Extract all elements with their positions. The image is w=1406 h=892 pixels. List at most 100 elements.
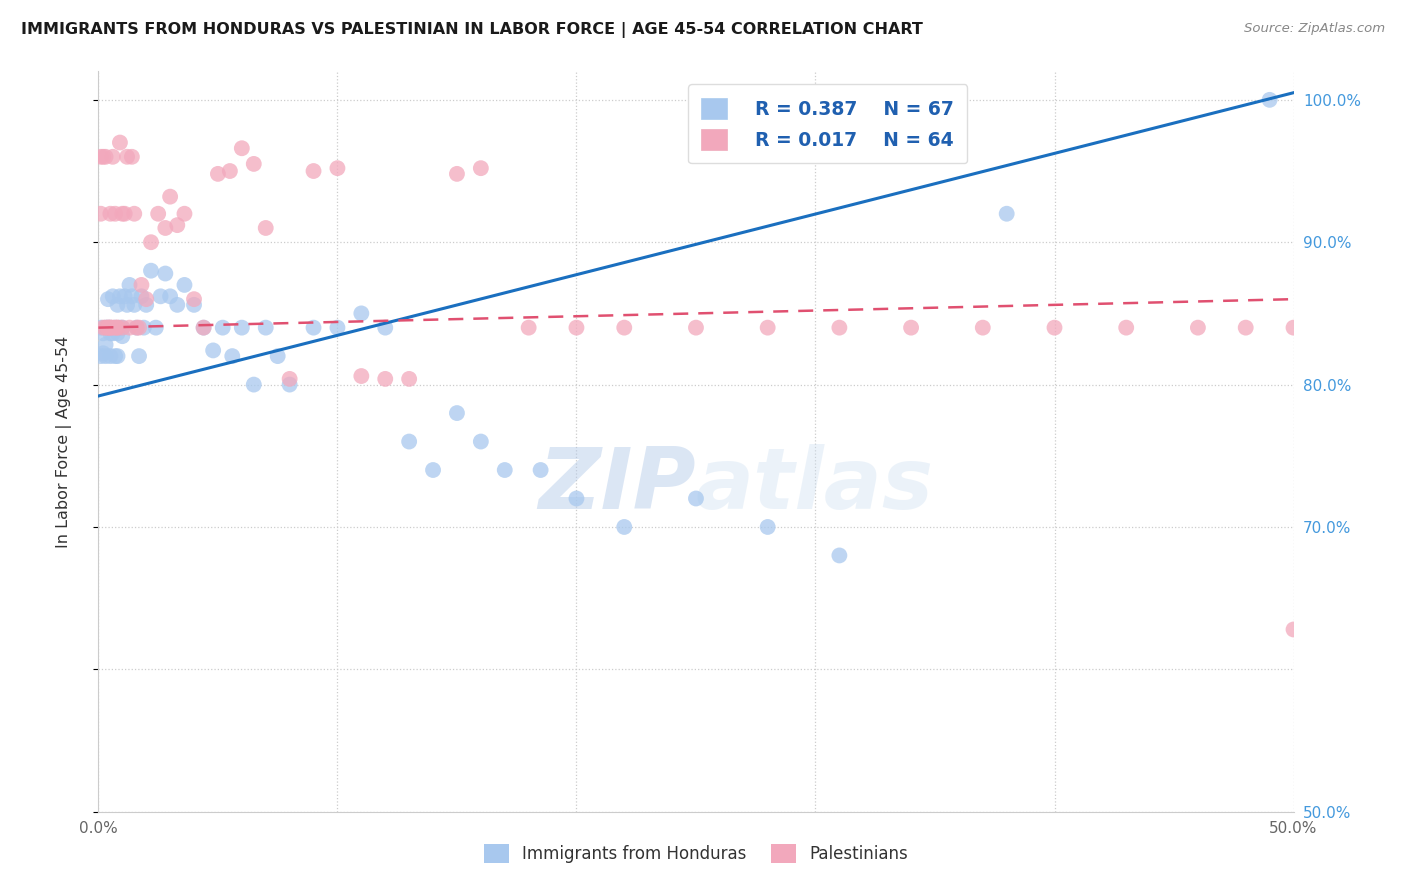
Point bbox=[613, 320, 636, 334]
Point bbox=[166, 218, 188, 232]
Point bbox=[101, 289, 124, 303]
Point bbox=[828, 549, 851, 563]
Point bbox=[107, 349, 129, 363]
Point bbox=[114, 289, 136, 303]
Point bbox=[398, 372, 420, 386]
Point bbox=[756, 520, 779, 534]
Point bbox=[1234, 320, 1257, 334]
Point bbox=[91, 150, 114, 164]
Point bbox=[131, 277, 153, 292]
Point bbox=[101, 320, 124, 334]
Point bbox=[202, 343, 225, 358]
Point bbox=[139, 235, 162, 250]
Point bbox=[98, 320, 122, 334]
Point bbox=[98, 207, 122, 221]
Point bbox=[97, 320, 120, 334]
Point bbox=[1187, 320, 1209, 334]
Point bbox=[243, 157, 266, 171]
Point bbox=[350, 369, 373, 384]
Point bbox=[125, 320, 148, 334]
Point bbox=[159, 189, 181, 203]
Point bbox=[166, 298, 188, 312]
Point bbox=[173, 207, 195, 221]
Legend: Immigrants from Honduras, Palestinians: Immigrants from Honduras, Palestinians bbox=[477, 838, 915, 870]
Point bbox=[97, 320, 120, 334]
Point bbox=[139, 263, 162, 277]
Point bbox=[565, 320, 588, 334]
Point bbox=[613, 520, 636, 534]
Point bbox=[398, 434, 420, 449]
Point bbox=[1115, 320, 1137, 334]
Point bbox=[111, 207, 134, 221]
Point bbox=[104, 207, 127, 221]
Point bbox=[97, 320, 120, 334]
Point bbox=[302, 320, 325, 334]
Point bbox=[326, 320, 349, 334]
Point bbox=[118, 277, 141, 292]
Point bbox=[107, 320, 129, 334]
Point bbox=[302, 164, 325, 178]
Point bbox=[128, 320, 150, 334]
Point bbox=[183, 292, 205, 306]
Point bbox=[155, 267, 177, 281]
Point bbox=[131, 289, 153, 303]
Point bbox=[90, 207, 112, 221]
Point bbox=[1282, 623, 1305, 637]
Point bbox=[565, 491, 588, 506]
Point bbox=[267, 349, 290, 363]
Point bbox=[118, 320, 141, 334]
Point bbox=[1043, 320, 1066, 334]
Text: Source: ZipAtlas.com: Source: ZipAtlas.com bbox=[1244, 22, 1385, 36]
Point bbox=[326, 161, 349, 176]
Point bbox=[94, 150, 117, 164]
Point bbox=[90, 349, 112, 363]
Text: IMMIGRANTS FROM HONDURAS VS PALESTINIAN IN LABOR FORCE | AGE 45-54 CORRELATION C: IMMIGRANTS FROM HONDURAS VS PALESTINIAN … bbox=[21, 22, 922, 38]
Point bbox=[104, 349, 127, 363]
Point bbox=[107, 326, 129, 341]
Point bbox=[107, 298, 129, 312]
Point bbox=[155, 221, 177, 235]
Point bbox=[132, 320, 155, 334]
Point bbox=[446, 167, 468, 181]
Point bbox=[97, 292, 120, 306]
Point bbox=[94, 349, 117, 363]
Point bbox=[107, 320, 129, 334]
Point bbox=[98, 326, 122, 341]
Point bbox=[231, 141, 253, 155]
Point bbox=[94, 337, 117, 351]
Point bbox=[530, 463, 553, 477]
Point bbox=[374, 372, 396, 386]
Point bbox=[101, 150, 124, 164]
Point bbox=[124, 207, 146, 221]
Point bbox=[278, 372, 301, 386]
Point bbox=[115, 150, 138, 164]
Point bbox=[94, 320, 117, 334]
Point bbox=[350, 306, 373, 320]
Point bbox=[91, 320, 114, 334]
Point bbox=[278, 377, 301, 392]
Point bbox=[98, 320, 122, 334]
Point bbox=[121, 289, 143, 303]
Point bbox=[91, 326, 114, 341]
Point bbox=[111, 320, 134, 334]
Point bbox=[145, 320, 167, 334]
Point bbox=[193, 320, 215, 334]
Point bbox=[101, 326, 124, 341]
Point bbox=[91, 346, 114, 360]
Point bbox=[115, 298, 138, 312]
Point bbox=[159, 289, 181, 303]
Point bbox=[1258, 93, 1281, 107]
Point bbox=[374, 320, 396, 334]
Point bbox=[422, 463, 444, 477]
Point bbox=[148, 207, 170, 221]
Point bbox=[756, 320, 779, 334]
Point bbox=[104, 320, 127, 334]
Point bbox=[685, 491, 707, 506]
Point bbox=[221, 349, 243, 363]
Point bbox=[900, 320, 922, 334]
Point bbox=[90, 320, 112, 334]
Point bbox=[98, 320, 122, 334]
Point bbox=[108, 320, 131, 334]
Point bbox=[98, 349, 122, 363]
Point bbox=[125, 320, 148, 334]
